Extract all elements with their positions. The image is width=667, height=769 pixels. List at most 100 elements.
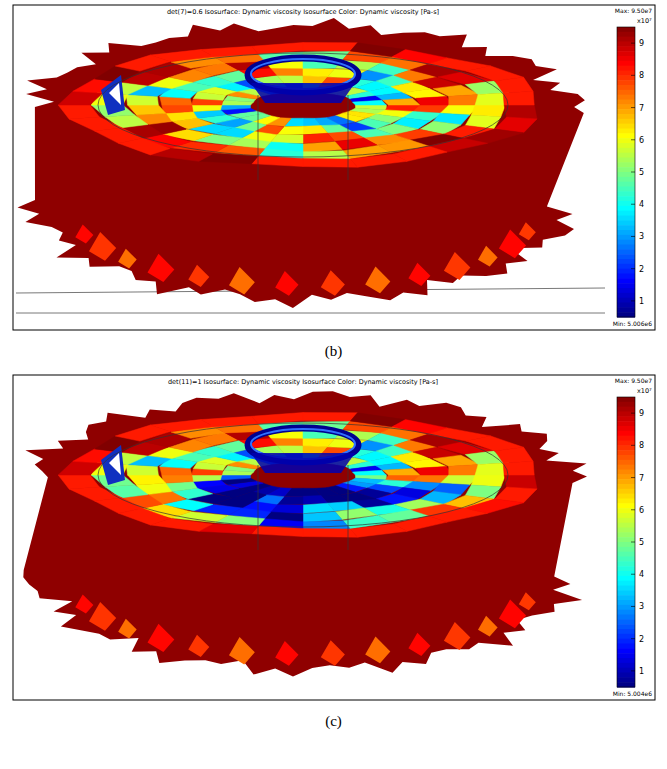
min-label: Min: 5.004e6 [613,690,652,697]
colorbar-swatch [617,494,635,499]
surface-patch [519,592,536,610]
surface-cell [303,496,328,505]
surface-cell [190,105,222,112]
isosurface-body [23,391,587,676]
surface-patch [75,595,93,614]
surface-patch [499,230,526,259]
colorbar-swatch [617,187,635,192]
colorbar-swatch [617,460,635,465]
surface-cell [252,43,303,54]
colorbar-tick [631,75,635,76]
colorbar-tick [631,509,635,510]
panel: det(11)=1 Isosurface: Dynamic viscosity … [13,375,655,700]
colorbar-tick [631,542,635,543]
surface-patch [321,270,345,296]
colorbar-tick-label: 3 [639,232,644,241]
surface-cell [303,133,334,143]
colorbar-swatch [617,303,635,308]
geometry-edge [348,95,349,180]
colorbar-swatch [617,663,635,668]
colorbar-swatch [617,235,635,240]
surface-cell [353,100,387,105]
colorbar-swatch [617,489,635,494]
surface-cell [416,97,452,106]
colorbar-swatch [617,445,635,450]
colorbar-swatch [617,230,635,235]
surface-patch [365,267,390,294]
colorbar-swatch [617,557,635,562]
panel-frame [13,5,655,330]
colorbar-tick [631,670,635,671]
surface-hole [109,83,121,105]
colorbar-frame [617,397,635,687]
colorbar-tick [631,204,635,205]
colorbar-swatch [617,32,635,37]
colorbar-swatch [617,518,635,523]
surface-cell [58,461,103,475]
colorbar-swatch [617,95,635,100]
surface-cell [252,526,303,536]
colorbar-swatch [617,503,635,508]
surface-patch [275,271,298,296]
colorbar-swatch [617,129,635,134]
colorbar-tick-label: 9 [639,409,644,418]
colorbar-swatch [617,629,635,634]
surface-cell [303,159,358,168]
surface-cell [303,118,322,126]
colorbar-swatch [617,61,635,66]
colorbar-swatch [617,307,635,312]
colorbar-swatch [617,634,635,639]
colorbar-swatch [617,397,635,402]
colorbar-swatch [617,523,635,528]
colorbar-tick-label: 9 [639,39,644,48]
colorbar-swatch [617,27,635,32]
surface-cell [303,413,358,421]
geometry-edge [258,465,259,550]
panel-caption: (b) [325,343,343,360]
colorbar-swatch [617,293,635,298]
colorbar-swatch [617,167,635,172]
surface-cell [58,105,99,119]
colorbar-swatch [617,653,635,658]
colorbar-tick-label: 6 [639,136,644,145]
colorbar-swatch [617,254,635,259]
colorbar-swatch [617,158,635,163]
colorbar-tick-label: 3 [639,602,644,611]
colorbar-swatch [617,114,635,119]
colorbar-swatch [617,201,635,206]
surface-hole [109,453,121,475]
colorbar-tick-label: 8 [639,441,644,450]
surface-cell [277,75,303,84]
colorbar-swatch [617,639,635,644]
colorbar-swatch [617,172,635,177]
colorbar-swatch [617,441,635,446]
surface-cell [201,416,259,427]
surface-patch [89,232,116,261]
colorbar-tick [631,413,635,414]
geometry-edge [98,423,508,527]
surface-patch [408,263,430,286]
center-funnel [251,83,355,103]
isosurface-body [18,18,585,308]
surface-cell [128,105,166,115]
colorbar-swatch [617,402,635,407]
colorbar-swatch [617,416,635,421]
colorbar-tick [631,43,635,44]
surface-cell [303,43,358,51]
colorbar-swatch [617,42,635,47]
surface-cell [219,105,250,110]
surface-cell [69,487,122,501]
colorbar-exponent: x10⁷ [637,17,652,25]
colorbar-tick-label: 1 [639,297,644,306]
colorbar-tick-label: 7 [639,474,644,483]
surface-cell [303,529,358,538]
colorbar-swatch [617,673,635,678]
surface-cell [471,105,505,117]
surface-patch [229,267,255,294]
surface-cell [303,503,334,513]
colorbar-swatch [617,619,635,624]
colorbar-swatch [617,407,635,412]
panel-caption: (c) [325,713,342,730]
colorbar-swatch [617,216,635,221]
colorbar-swatch [617,104,635,109]
